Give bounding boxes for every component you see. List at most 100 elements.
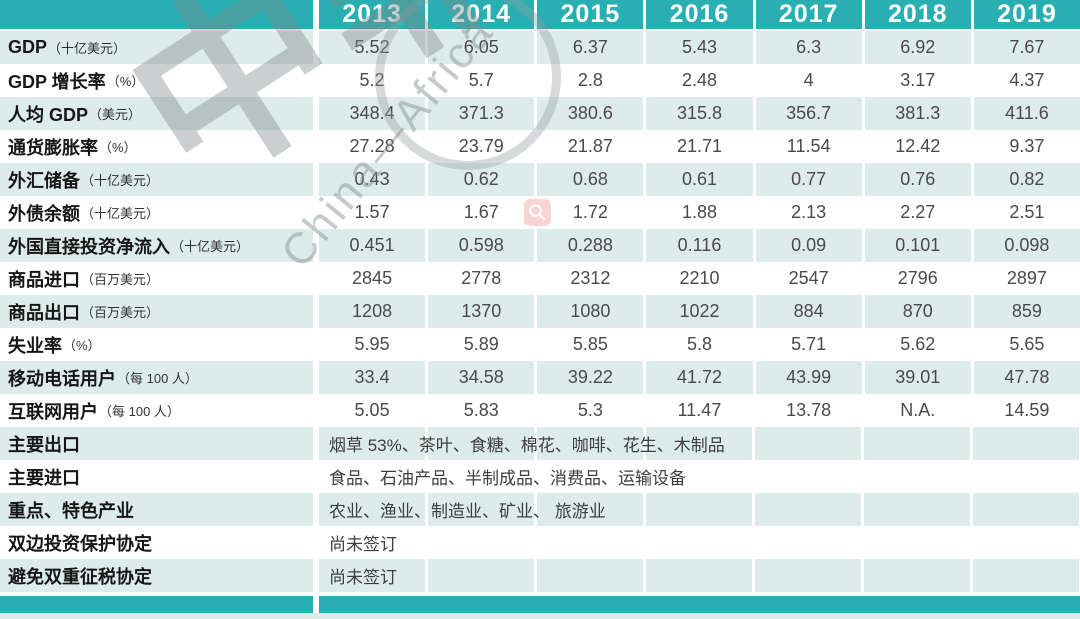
table-row: 失业率 （%） 5.95 5.89 5.85 5.8 5.71 5.62 5.65 — [0, 328, 1080, 361]
value-cell: 2.51 — [1009, 202, 1045, 222]
row-unit: （%） — [63, 338, 101, 353]
row-unit: （%） — [99, 140, 137, 155]
row-unit: （十亿美元） — [171, 239, 250, 254]
table-row: 商品进口 （百万美元） 2845 2778 2312 2210 2547 2796… — [0, 262, 1080, 295]
span-value-cell: 烟草 53%、茶叶、食糖、棉花、咖啡、花生、木制品 — [319, 427, 1080, 460]
row-label: 失业率 — [8, 335, 62, 356]
value-cell: 5.43 — [646, 31, 753, 64]
row-label: 移动电话用户 — [8, 368, 116, 389]
row-label: 主要进口 — [8, 467, 80, 488]
row-label: GDP — [8, 37, 48, 57]
year-header: 2015 — [537, 0, 644, 29]
row-unit: （百万美元） — [81, 272, 160, 287]
table-row: GDP （十亿美元） 5.52 6.05 6.37 5.43 6.3 6.92 7… — [0, 31, 1080, 64]
row-unit: （十亿美元） — [48, 41, 127, 56]
value-cell: 43.99 — [755, 361, 862, 394]
row-label: 双边投资保护协定 — [8, 533, 152, 554]
table-row: 主要进口 食品、石油产品、半制成品、消费品、运输设备 — [0, 460, 1080, 493]
span-value-cell: 食品、石油产品、半制成品、消费品、运输设备 — [329, 469, 686, 488]
row-label: 商品出口 — [8, 302, 80, 323]
row-unit: （十亿美元） — [81, 173, 160, 188]
year-header: 2013 — [319, 0, 426, 29]
row-label: 外汇储备 — [8, 170, 80, 191]
value-cell: 33.4 — [319, 361, 426, 394]
value-cell: 5.05 — [354, 400, 390, 420]
value-cell: 5.89 — [463, 334, 499, 354]
value-cell: 6.3 — [755, 31, 862, 64]
value-cell: 11.54 — [786, 136, 831, 156]
value-cell: 2312 — [570, 268, 611, 288]
row-header-cell: 商品出口 （百万美元） — [0, 295, 316, 328]
value-cell: 39.01 — [864, 361, 971, 394]
value-cell: 13.78 — [786, 400, 832, 420]
value-cell: 5.52 — [319, 31, 426, 64]
row-header-cell: 通货膨胀率 （%） — [0, 130, 316, 163]
span-value-cell: 尚未签订 — [329, 535, 397, 554]
row-label: 外国直接投资净流入 — [8, 236, 170, 257]
row-label: GDP 增长率 — [8, 71, 106, 92]
bottom-strip — [0, 613, 1080, 619]
value-cell: 2.13 — [791, 202, 827, 222]
year-header: 2014 — [428, 0, 535, 29]
value-cell: 6.92 — [864, 31, 971, 64]
row-header-cell: GDP 增长率 （%） — [0, 64, 316, 97]
row-header-cell: 主要出口 — [0, 427, 316, 460]
value-cell: 7.67 — [973, 31, 1080, 64]
value-cell: 14.59 — [1004, 400, 1050, 420]
year-header: 2016 — [646, 0, 753, 29]
table-row: 互联网用户 （每 100 人） 5.05 5.83 5.3 11.47 13.78… — [0, 394, 1080, 427]
row-label: 主要出口 — [8, 434, 80, 455]
value-cell: 1.72 — [572, 202, 608, 222]
value-cell: 371.3 — [428, 97, 535, 130]
row-header-cell: GDP （十亿美元） — [0, 31, 316, 64]
value-cell: 1208 — [319, 295, 426, 328]
row-header-cell: 外汇储备 （十亿美元） — [0, 163, 316, 196]
table-row: 重点、特色产业 农业、渔业、制造业、矿业、 旅游业 — [0, 493, 1080, 526]
row-unit: （美元） — [89, 107, 142, 122]
row-header-cell: 商品进口 （百万美元） — [0, 262, 316, 295]
row-label: 商品进口 — [8, 269, 80, 290]
magnifier-icon[interactable] — [524, 199, 551, 226]
row-unit: （每 100 人） — [99, 404, 180, 419]
value-cell: 859 — [973, 295, 1080, 328]
row-header-cell: 外债余额 （十亿美元） — [0, 196, 316, 229]
value-cell: 4.37 — [1009, 70, 1045, 90]
value-cell: 4 — [803, 70, 814, 90]
table-row: 外债余额 （十亿美元） 1.57 1.67 1.72 1.88 2.13 2.27… — [0, 196, 1080, 229]
value-cell: 0.288 — [537, 229, 644, 262]
value-cell: 2778 — [461, 268, 502, 288]
value-cell: 21.87 — [567, 136, 613, 156]
row-header-cell: 重点、特色产业 — [0, 493, 316, 526]
value-cell: 5.95 — [354, 334, 390, 354]
value-cell: 1370 — [428, 295, 535, 328]
value-cell: 0.62 — [428, 163, 535, 196]
value-cell: 0.43 — [319, 163, 426, 196]
value-cell: 39.22 — [537, 361, 644, 394]
table-row: 外汇储备 （十亿美元） 0.43 0.62 0.68 0.61 0.77 0.76… — [0, 163, 1080, 196]
value-cell: 3.17 — [900, 70, 936, 90]
value-cell: 0.61 — [646, 163, 753, 196]
value-cell: 0.76 — [864, 163, 971, 196]
row-unit: （%） — [106, 74, 145, 89]
row-label: 外债余额 — [8, 203, 80, 224]
value-cell: 5.7 — [468, 70, 494, 90]
table-row: 双边投资保护协定 尚未签订 — [0, 526, 1080, 559]
value-cell: 2796 — [897, 268, 938, 288]
value-cell: 34.58 — [428, 361, 535, 394]
table-row: 主要出口 烟草 53%、茶叶、食糖、棉花、咖啡、花生、木制品 — [0, 427, 1080, 460]
value-cell: 23.79 — [458, 136, 504, 156]
row-header-cell: 人均 GDP （美元） — [0, 97, 316, 130]
value-cell: 5.65 — [1009, 334, 1045, 354]
table-corner-cell — [0, 0, 316, 29]
table-footer-band — [0, 596, 1080, 613]
value-cell: 27.28 — [349, 136, 395, 156]
value-cell: 6.05 — [428, 31, 535, 64]
value-cell: 5.71 — [791, 334, 827, 354]
row-unit: （每 100 人） — [117, 371, 198, 386]
value-cell: 2.48 — [681, 70, 718, 90]
row-header-cell: 失业率 （%） — [0, 328, 316, 361]
value-cell: 2897 — [1006, 268, 1047, 288]
value-cell: 348.4 — [319, 97, 426, 130]
